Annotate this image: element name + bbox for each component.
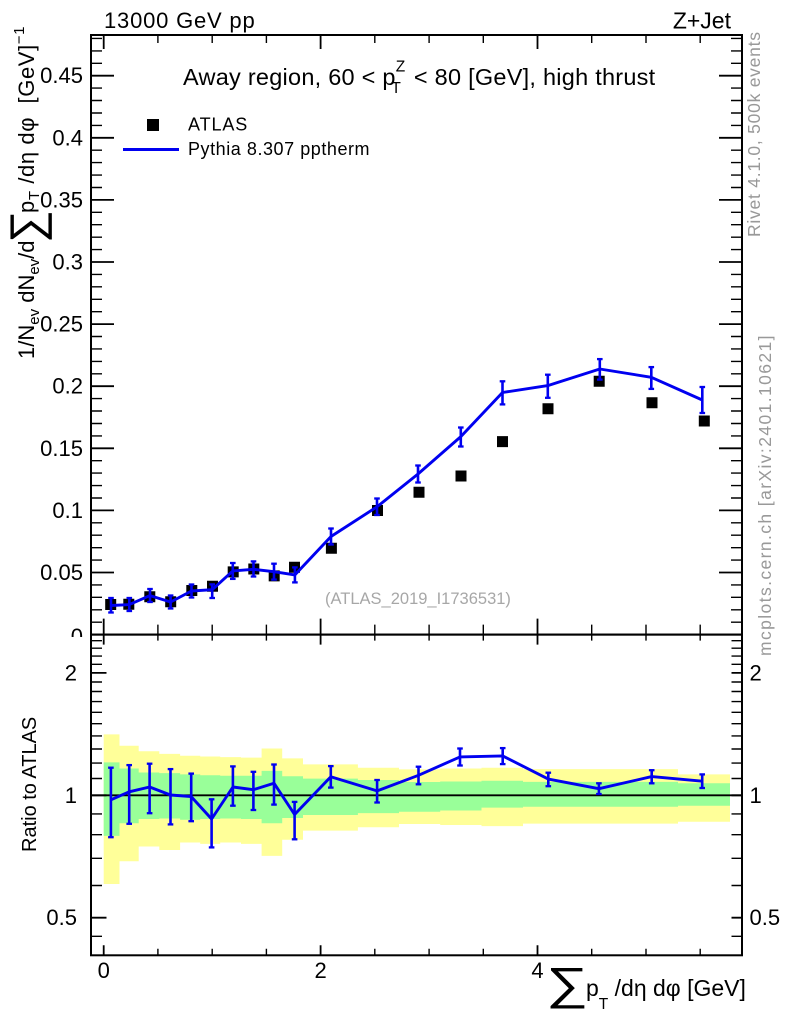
svg-text:∑: ∑ bbox=[0, 210, 52, 243]
svg-text:0: 0 bbox=[71, 624, 83, 649]
svg-text:4: 4 bbox=[531, 958, 543, 983]
svg-text:pT /dη dφ [GeV]−1: pT /dη dφ [GeV]−1 bbox=[11, 26, 43, 213]
svg-text:2: 2 bbox=[750, 660, 762, 685]
svg-text:Pythia 8.307 pptherm: Pythia 8.307 pptherm bbox=[188, 139, 370, 159]
svg-text:0.25: 0.25 bbox=[40, 312, 83, 337]
svg-text:0.3: 0.3 bbox=[52, 250, 83, 275]
svg-text:2: 2 bbox=[314, 958, 326, 983]
svg-text:0.5: 0.5 bbox=[750, 905, 781, 930]
svg-text:0.1: 0.1 bbox=[52, 498, 83, 523]
svg-text:0.2: 0.2 bbox=[52, 374, 83, 399]
svg-text:Z+Jet: Z+Jet bbox=[673, 8, 732, 34]
svg-text:ATLAS: ATLAS bbox=[188, 115, 248, 135]
svg-text:0.45: 0.45 bbox=[40, 63, 83, 88]
svg-text:0.15: 0.15 bbox=[40, 436, 83, 461]
svg-text:0.4: 0.4 bbox=[52, 125, 83, 150]
svg-text:∑: ∑ bbox=[546, 960, 588, 1010]
svg-text:0.35: 0.35 bbox=[40, 187, 83, 212]
svg-text:mcplots.cern.ch [arXiv:2401.10: mcplots.cern.ch [arXiv:2401.10621] bbox=[755, 334, 775, 656]
svg-text:1: 1 bbox=[65, 783, 77, 808]
svg-text:(ATLAS_2019_I1736531): (ATLAS_2019_I1736531) bbox=[325, 590, 511, 608]
svg-text:13000 GeV pp: 13000 GeV pp bbox=[104, 8, 256, 33]
svg-text:2: 2 bbox=[65, 660, 77, 685]
svg-text:0.05: 0.05 bbox=[40, 560, 83, 585]
svg-text:Rivet 4.1.0, 500k events: Rivet 4.1.0, 500k events bbox=[744, 31, 764, 237]
svg-text:0: 0 bbox=[98, 958, 110, 983]
svg-text:1/Nev dNev/d: 1/Nev dNev/d bbox=[14, 240, 43, 359]
svg-text:Ratio to ATLAS: Ratio to ATLAS bbox=[19, 717, 41, 852]
svg-text:1: 1 bbox=[750, 783, 762, 808]
svg-text:0.5: 0.5 bbox=[46, 905, 77, 930]
